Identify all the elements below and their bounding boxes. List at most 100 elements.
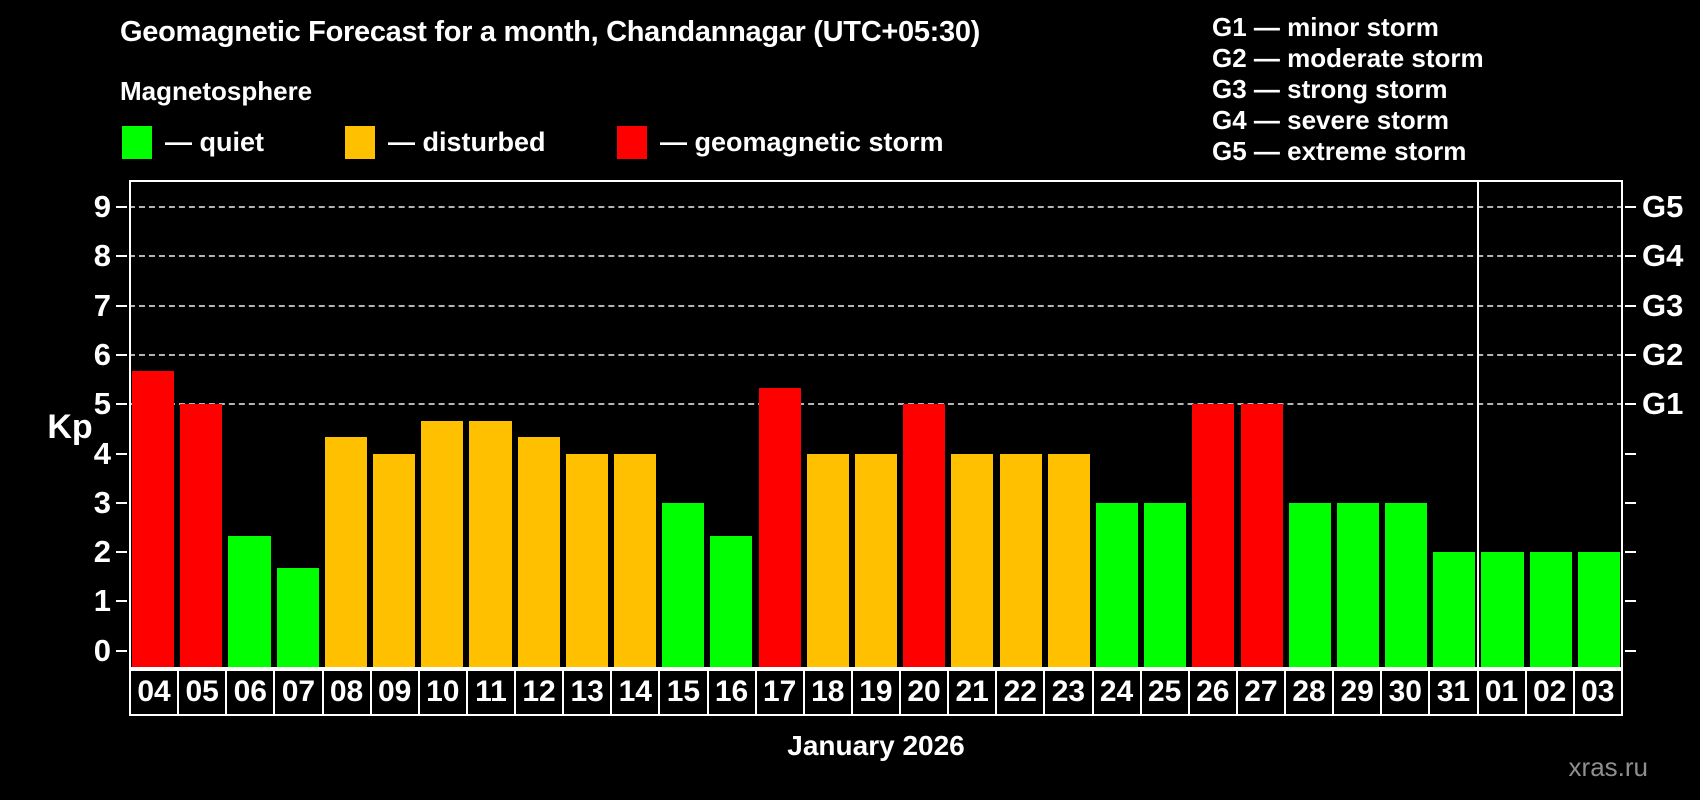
x-label-15: 15 [660, 671, 709, 714]
g-scale-axis-label-g4: G4 [1642, 238, 1684, 274]
storm-color-swatch [617, 126, 647, 159]
y-tick-mark-right [1625, 551, 1636, 554]
y-tick-mark-left [116, 255, 127, 258]
y-tick-mark-right [1625, 600, 1636, 603]
kp-bar-22 [999, 453, 1042, 669]
y-tick-mark-right [1625, 206, 1636, 209]
chart-title: Geomagnetic Forecast for a month, Chanda… [120, 16, 981, 48]
kp-bar-01 [1481, 552, 1524, 669]
x-label-10: 10 [420, 671, 468, 714]
gridline-kp-5 [129, 403, 1623, 406]
storm-scale-g3: G3 — strong storm [1212, 74, 1448, 104]
x-label-30: 30 [1382, 671, 1431, 714]
kp-bar-15 [662, 502, 705, 669]
y-tick-mark-left [116, 649, 127, 652]
kp-bar-23 [1047, 453, 1090, 669]
kp-bar-26 [1192, 404, 1235, 669]
x-label-02: 02 [1527, 671, 1575, 714]
storm-scale-g4: G4 — severe storm [1212, 105, 1450, 135]
x-label-07: 07 [275, 671, 324, 714]
x-label-19: 19 [853, 671, 901, 714]
kp-bar-19 [854, 453, 898, 669]
y-tick-mark-left [116, 206, 127, 209]
y-tick-mark-left [116, 452, 127, 455]
x-label-12: 12 [516, 671, 565, 714]
x-label-11: 11 [468, 671, 516, 714]
kp-bar-25 [1144, 502, 1187, 669]
y-tick-label-2: 2 [93, 534, 111, 570]
y-tick-label-0: 0 [93, 632, 111, 668]
kp-bar-09 [373, 453, 416, 669]
month-separator [1477, 180, 1480, 669]
y-tick-mark-right [1625, 501, 1636, 504]
y-tick-label-9: 9 [93, 189, 111, 225]
quiet-color-swatch [122, 126, 152, 159]
x-label-20: 20 [901, 671, 950, 714]
kp-bar-11 [469, 420, 512, 669]
y-tick-mark-right [1625, 255, 1636, 258]
x-label-05: 05 [179, 671, 228, 714]
kp-bar-12 [517, 437, 560, 669]
y-tick-label-1: 1 [93, 583, 111, 619]
x-label-29: 29 [1334, 671, 1383, 714]
y-tick-mark-right [1625, 353, 1636, 356]
x-label-25: 25 [1142, 671, 1190, 714]
y-tick-label-3: 3 [93, 484, 111, 520]
kp-bar-16 [710, 535, 753, 669]
kp-bar-08 [324, 437, 367, 669]
x-label-28: 28 [1286, 671, 1335, 714]
x-axis-day-labels: 04 05 06 07 08 09 10 11 12 13 14 15 16 17 18 19 20 21 22 23… [129, 669, 1623, 716]
legend-disturbed-label: — disturbed [388, 127, 546, 157]
gridline-kp-8 [129, 255, 1623, 258]
x-label-04: 04 [131, 671, 180, 714]
y-tick-mark-right [1625, 403, 1636, 406]
legend-item-quiet: — quiet [122, 126, 264, 159]
y-tick-label-5: 5 [93, 386, 111, 422]
y-tick-label-7: 7 [93, 287, 111, 323]
x-label-03: 03 [1581, 675, 1615, 708]
gridline-kp-6 [129, 353, 1623, 356]
kp-bar-24 [1095, 502, 1139, 669]
g-scale-axis-label-g3: G3 [1642, 287, 1684, 323]
magnetosphere-label: Magnetosphere [120, 76, 313, 106]
y-tick-label-6: 6 [93, 336, 111, 372]
kp-bar-27 [1240, 404, 1283, 669]
gridline-kp-9 [129, 206, 1623, 209]
g-scale-axis-label-g1: G1 [1642, 386, 1684, 422]
legend-storm-label: — geomagnetic storm [660, 127, 944, 157]
storm-scale-legend: G1 — minor storm G2 — moderate storm G3 … [1212, 12, 1484, 167]
disturbed-color-swatch [345, 126, 375, 159]
y-tick-mark-left [116, 600, 127, 603]
kp-bar-28 [1288, 502, 1331, 669]
watermark: xras.ru [1568, 752, 1648, 782]
y-tick-mark-left [116, 551, 127, 554]
x-label-09: 09 [372, 671, 420, 714]
y-tick-mark-left [116, 403, 127, 406]
storm-scale-g1: G1 — minor storm [1212, 12, 1439, 42]
kp-bar-07 [276, 568, 319, 669]
y-axis-label: Kp [47, 408, 93, 446]
y-tick-label-8: 8 [93, 238, 111, 274]
storm-scale-g5: G5 — extreme storm [1212, 136, 1467, 166]
x-label-17: 17 [757, 671, 805, 714]
x-label-01: 01 [1479, 671, 1527, 714]
y-tick-mark-right [1625, 452, 1636, 455]
kp-bar-29 [1336, 502, 1379, 669]
x-label-18: 18 [805, 671, 853, 714]
x-label-08: 08 [324, 671, 372, 714]
y-tick-mark-left [116, 304, 127, 307]
kp-bar-05 [180, 404, 223, 669]
x-label-21: 21 [949, 671, 998, 714]
kp-bar-14 [613, 453, 657, 669]
x-label-06: 06 [227, 671, 276, 714]
x-label-26: 26 [1190, 671, 1238, 714]
kp-bar-21 [951, 453, 994, 669]
plot-area: 0 1 2 3 4 5 6 7 8 9 G1 G2 G3 G4 G5 [94, 180, 1683, 669]
kp-bar-31 [1433, 552, 1476, 669]
x-label-27: 27 [1238, 671, 1286, 714]
legend-quiet-label: — quiet [165, 127, 264, 157]
x-axis-label: January 2026 [787, 730, 965, 761]
kp-bar-10 [421, 420, 464, 669]
g-scale-axis-label-g5: G5 [1642, 189, 1684, 225]
